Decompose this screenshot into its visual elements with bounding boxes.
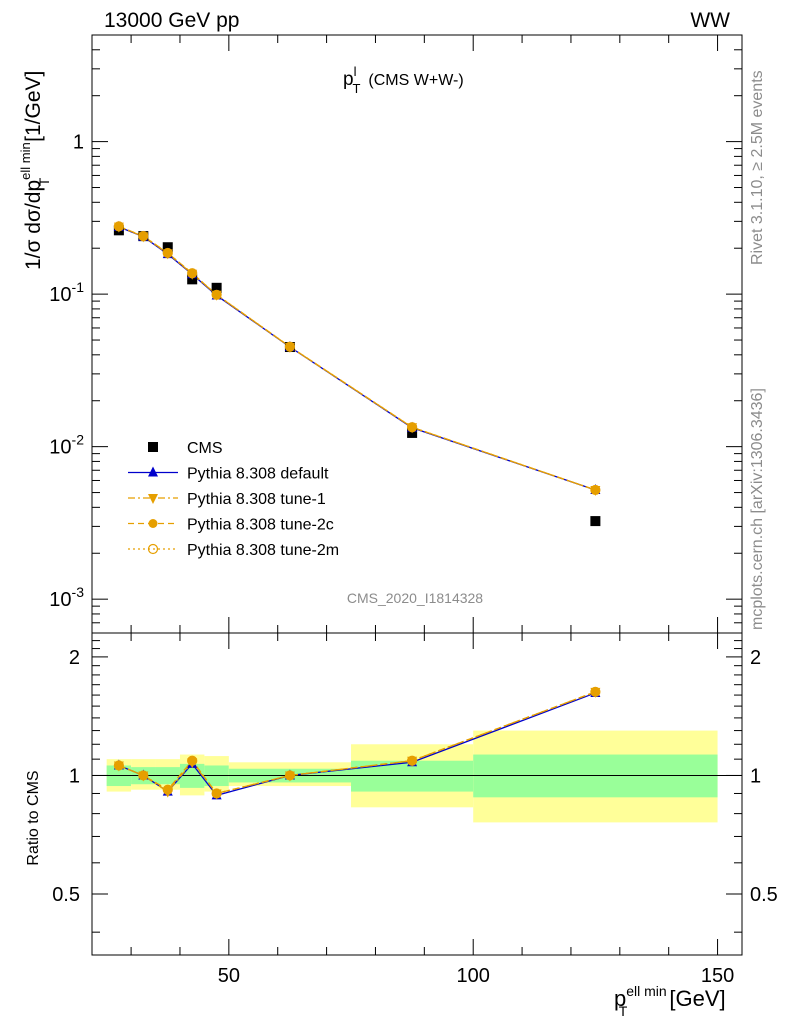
x-axis-label-sub: T	[619, 1003, 628, 1019]
ratio-tick-label-right: 1	[750, 765, 761, 787]
legend-label: Pythia 8.308 tune-2c	[187, 517, 334, 534]
x-axis-label-sup: ell min	[626, 983, 666, 999]
legend-marker	[148, 519, 158, 528]
ratio-point	[590, 687, 600, 697]
y-tick-exponent: -2	[72, 432, 85, 448]
rivet-label: Rivet 3.1.10, ≥ 2.5M events	[749, 70, 766, 265]
ratio-point	[590, 686, 601, 697]
ratio-axis-label: Ratio to CMS	[25, 770, 42, 865]
ratio-point	[163, 785, 173, 795]
series-point	[113, 221, 124, 232]
legend-label: Pythia 8.308 tune-1	[187, 491, 326, 508]
x-tick-label: 100	[457, 965, 490, 987]
ratio-point	[212, 788, 222, 798]
ratio-point	[138, 770, 148, 780]
data-point	[211, 282, 222, 293]
series-point	[138, 231, 148, 241]
series-point	[187, 268, 198, 279]
data-point	[162, 242, 173, 253]
y-axis-label-text: 1/σ dσ/dp	[22, 180, 45, 270]
series-point	[163, 248, 173, 258]
ratio-tick-label-left: 2	[69, 647, 80, 669]
plot-title-sup: l	[354, 64, 357, 79]
series-point	[187, 268, 197, 278]
y-tick-label: 10-1	[49, 279, 84, 306]
plot-title-suffix: (CMS W+W-)	[368, 72, 463, 89]
series-point	[590, 484, 601, 496]
y-axis-label-sup: ell min	[18, 142, 33, 180]
ratio-point	[187, 755, 198, 766]
ratio-point	[162, 784, 173, 795]
header-right: WW	[690, 9, 730, 32]
x-axis-label-unit: [GeV]	[663, 986, 725, 1011]
series-point	[162, 247, 173, 259]
y-tick-mantissa: 10	[49, 589, 71, 611]
series-point	[284, 341, 296, 352]
mcplots-label: mcplots.cern.ch [arXiv:1306.3436]	[749, 388, 766, 630]
ratio-point	[285, 770, 295, 780]
legend-marker	[148, 494, 158, 504]
x-tick-label: 50	[218, 965, 240, 987]
plot-title-main: p	[343, 69, 354, 90]
x-tick-label: 150	[701, 965, 734, 987]
y-tick-label: 10-2	[49, 432, 84, 459]
plot-title-sub: T	[352, 81, 360, 96]
y-tick-exponent: -3	[72, 584, 85, 600]
legend-marker	[148, 466, 158, 477]
ratio-panel	[91, 632, 743, 956]
ratio-point	[113, 760, 124, 771]
data-point	[590, 516, 601, 527]
legend-label: Pythia 8.308 default	[187, 466, 329, 483]
plot-title: pl T (CMS W+W-)	[343, 64, 464, 96]
y-axis-label: 1/σ dσ/dpell minT [1/GeV]	[18, 71, 52, 270]
y-tick-mantissa: 10	[49, 437, 71, 459]
ratio-point	[114, 760, 124, 770]
header-left: 13000 GeV pp	[104, 9, 239, 32]
ratio-point	[187, 756, 197, 766]
legend-marker-cms	[148, 442, 158, 452]
series-point	[212, 290, 222, 300]
ratio-point	[138, 770, 149, 781]
ratio-frame	[91, 632, 743, 956]
analysis-watermark: CMS_2020_I1814328	[347, 590, 483, 606]
series-point	[407, 422, 418, 433]
legend-label: Pythia 8.308 tune-2m	[187, 542, 339, 559]
series-point	[590, 485, 600, 495]
legend: CMS Pythia 8.308 default Pythia 8.308 tune…	[128, 440, 339, 559]
y-axis-label-unit: [1/GeV]	[22, 71, 45, 148]
legend-marker	[147, 543, 159, 555]
ratio-point	[284, 770, 296, 781]
series-point	[211, 289, 222, 300]
ratio-point	[407, 755, 418, 766]
x-axis-label-main: p	[614, 986, 626, 1011]
y-tick-mantissa: 10	[49, 284, 71, 306]
ratio-tick-label-left: 1	[69, 765, 80, 787]
x-axis-label: pell min T [GeV]	[614, 983, 726, 1019]
y-tick-exponent: -1	[72, 279, 85, 295]
y-tick-label: 1	[73, 132, 84, 154]
legend-label-cms: CMS	[187, 440, 223, 457]
ratio-tick-label-left: 0.5	[52, 884, 80, 906]
series-point	[138, 231, 149, 242]
series-point	[407, 422, 417, 432]
ratio-point	[407, 756, 417, 766]
series-point	[285, 342, 295, 352]
ratio-tick-label-right: 0.5	[750, 884, 778, 906]
y-tick-label: 10-3	[49, 584, 84, 611]
y-axis-label-sub: T	[36, 177, 52, 186]
series-point	[114, 221, 124, 231]
ratio-tick-label-right: 2	[750, 647, 761, 669]
ratio-point	[211, 788, 222, 799]
